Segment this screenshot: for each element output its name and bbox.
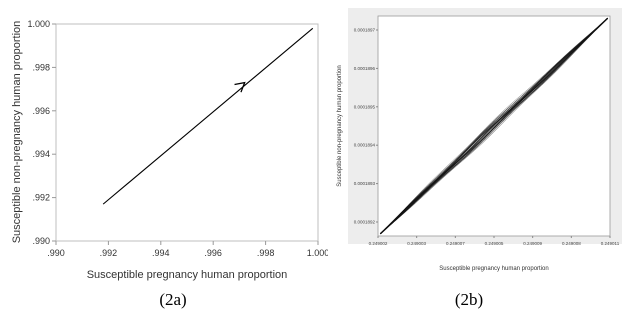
trajectory-strand (379, 17, 609, 235)
x-ticks-2a: .990 .992 .994 .996 .998 1.000 (47, 241, 328, 258)
y-ticks-2b: 0.0001892 0.0001893 0.0001894 0.0001895 0.00… (354, 28, 378, 225)
caption-2a: (2a) (159, 290, 187, 309)
trajectory-strand (380, 18, 608, 234)
trajectory-strand (380, 17, 608, 235)
x-tick-label: 0.249002 (369, 241, 388, 246)
trajectory-line (102, 27, 314, 205)
x-tick-label: .996 (204, 248, 222, 258)
x-axis-label-2a: Susceptible pregnancy human proportion (87, 269, 288, 281)
x-tick-label: .990 (47, 248, 65, 258)
y-axis-label-2a: Susceptible non-pregnancy human proporti… (11, 21, 23, 244)
plot-area-2b (379, 17, 609, 235)
y-tick-label: 0.0001895 (354, 104, 376, 109)
y-tick-label: 0.0001897 (354, 28, 376, 33)
x-tick-label: .994 (152, 248, 170, 258)
x-tick-label: 0.249011 (601, 241, 620, 246)
y-ticks-2a: .990 .992 .994 .996 .998 1.000 (27, 19, 56, 246)
y-tick-label: 0.0001892 (354, 220, 376, 225)
y-tick-label: .994 (32, 149, 50, 159)
chart-2b: 0.249002 0.249003 0.249007 0.249005 0.249009… (337, 8, 622, 272)
x-tick-label: 0.249007 (446, 241, 465, 246)
x-tick-label: .992 (100, 248, 118, 258)
x-tick-label: 1.000 (307, 248, 328, 258)
x-ticks-2b: 0.249002 0.249003 0.249007 0.249005 0.249009… (369, 236, 620, 246)
x-tick-label: 0.249008 (562, 241, 581, 246)
y-tick-label: 0.0001896 (354, 66, 376, 71)
x-axis-label-2b: Susceptible pregnancy human proportion (439, 266, 548, 272)
y-tick-label: .998 (32, 62, 50, 72)
y-tick-label: 1.000 (27, 19, 50, 29)
trajectory-strand (380, 17, 608, 235)
axes-frame-2a (55, 23, 319, 242)
direction-arrow (234, 81, 246, 93)
y-axis-label-2b: Susceptible non-pregnancy human proporti… (337, 65, 343, 186)
y-tick-label: .990 (32, 236, 50, 246)
y-tick-label: .996 (32, 106, 50, 116)
plot-area-2a (102, 27, 314, 205)
chart-2a: .990.992.994.996.998 1.000 .990.992.994.9… (11, 19, 328, 281)
caption-2b: (2b) (454, 290, 484, 309)
x-tick-label: 0.249009 (523, 241, 542, 246)
y-tick-label: 0.0001894 (354, 143, 376, 148)
x-tick-label: 0.249003 (407, 241, 426, 246)
x-tick-label: 0.249005 (485, 241, 504, 246)
trajectory-strand (379, 17, 609, 235)
y-tick-label: 0.0001893 (354, 181, 376, 186)
y-tick-label: .992 (32, 193, 50, 203)
x-tick-label: .998 (257, 248, 275, 258)
trajectory-strand (380, 18, 608, 234)
